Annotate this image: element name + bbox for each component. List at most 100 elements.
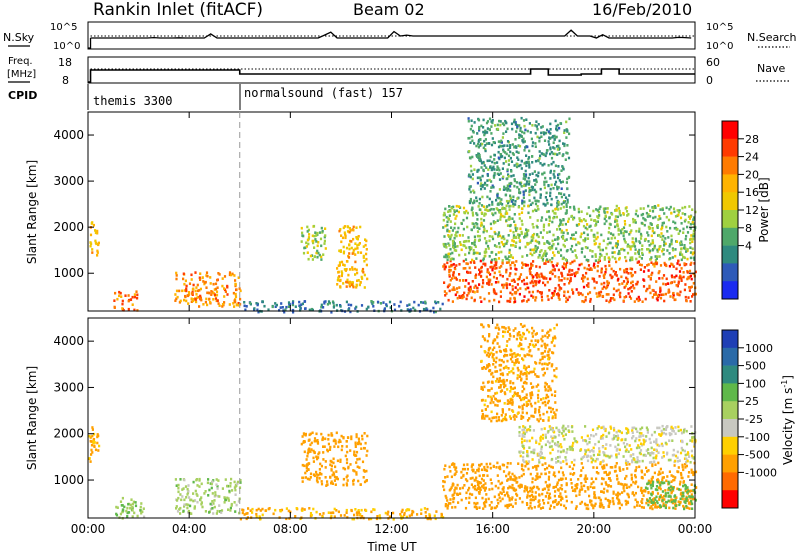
data-cell: [623, 230, 627, 233]
data-cell: [361, 437, 364, 441]
data-cell: [653, 246, 656, 250]
data-cell: [486, 414, 489, 418]
data-cell: [490, 260, 493, 263]
data-cell: [662, 282, 665, 286]
data-cell: [580, 219, 583, 223]
data-cell: [561, 265, 564, 268]
data-cell: [509, 189, 512, 192]
data-cell: [517, 151, 520, 154]
data-cell: [629, 454, 632, 458]
data-cell: [494, 281, 498, 284]
data-cell: [452, 257, 455, 261]
data-cell: [605, 286, 608, 289]
data-cell: [482, 262, 485, 266]
data-cell: [692, 272, 695, 276]
data-cell: [650, 446, 653, 450]
data-cell: [453, 465, 456, 469]
data-cell: [677, 259, 680, 263]
data-cell: [488, 334, 491, 338]
data-cell: [527, 286, 530, 290]
data-cell: [359, 280, 362, 284]
data-cell: [657, 505, 660, 508]
data-cell: [480, 300, 483, 303]
data-cell: [580, 485, 583, 488]
data-cell: [600, 435, 603, 438]
data-cell: [488, 235, 491, 238]
data-cell: [477, 140, 480, 143]
data-cell: [312, 224, 316, 228]
data-cell: [499, 215, 502, 219]
data-cell: [525, 488, 528, 492]
data-cell: [472, 290, 475, 293]
data-cell: [543, 183, 546, 186]
data-cell: [511, 486, 514, 490]
data-cell: [131, 502, 134, 506]
data-cell: [596, 269, 599, 273]
data-cell: [557, 251, 560, 254]
data-cell: [524, 189, 527, 192]
data-cell: [523, 489, 526, 493]
data-cell: [334, 483, 337, 486]
data-cell: [489, 278, 492, 282]
data-cell: [658, 248, 661, 251]
data-cell: [185, 299, 188, 303]
data-cell: [561, 154, 564, 158]
data-cell: [228, 273, 231, 277]
data-cell: [477, 156, 480, 159]
data-cell: [191, 299, 195, 303]
data-cell: [564, 477, 567, 480]
data-cell: [524, 175, 527, 178]
data-cell: [329, 476, 332, 479]
data-cell: [580, 500, 583, 504]
data-cell: [479, 158, 482, 161]
data-cell: [661, 248, 665, 251]
data-cell: [625, 230, 628, 234]
data-cell: [685, 250, 688, 253]
data-cell: [176, 510, 180, 513]
data-cell: [575, 243, 578, 247]
data-cell: [575, 256, 578, 259]
data-cell: [532, 429, 535, 432]
data-cell: [644, 486, 648, 490]
data-cell: [520, 185, 523, 188]
data-cell: [223, 287, 226, 290]
data-cell: [487, 168, 490, 171]
data-cell: [507, 163, 510, 166]
data-cell: [586, 267, 589, 271]
data-cell: [215, 512, 218, 515]
data-cell: [557, 470, 561, 474]
data-cell: [656, 250, 659, 253]
data-cell: [336, 477, 339, 481]
data-cell: [627, 493, 630, 497]
data-cell: [536, 135, 539, 139]
data-cell: [618, 283, 621, 286]
data-cell: [359, 225, 362, 229]
data-cell: [549, 428, 552, 431]
data-cell: [547, 419, 550, 422]
data-cell: [327, 300, 331, 303]
data-cell: [475, 488, 478, 492]
data-cell: [652, 231, 656, 235]
data-cell: [350, 246, 353, 250]
data-cell: [584, 448, 587, 452]
data-cell: [546, 484, 549, 487]
data-cell: [333, 479, 336, 482]
data-cell: [556, 148, 559, 151]
data-cell: [682, 246, 686, 250]
data-cell: [661, 476, 664, 479]
data-cell: [668, 252, 671, 255]
data-cell: [512, 240, 515, 243]
data-cell: [502, 132, 505, 135]
data-cell: [320, 464, 323, 468]
data-cell: [568, 132, 571, 136]
data-cell: [306, 230, 309, 233]
data-cell: [534, 491, 537, 494]
data-cell: [548, 289, 551, 292]
data-cell: [303, 246, 306, 250]
data-cell: [482, 258, 485, 262]
data-cell: [625, 483, 628, 487]
data-cell: [514, 200, 517, 203]
data-cell: [479, 274, 483, 278]
data-cell: [656, 480, 659, 484]
data-cell: [445, 292, 448, 295]
